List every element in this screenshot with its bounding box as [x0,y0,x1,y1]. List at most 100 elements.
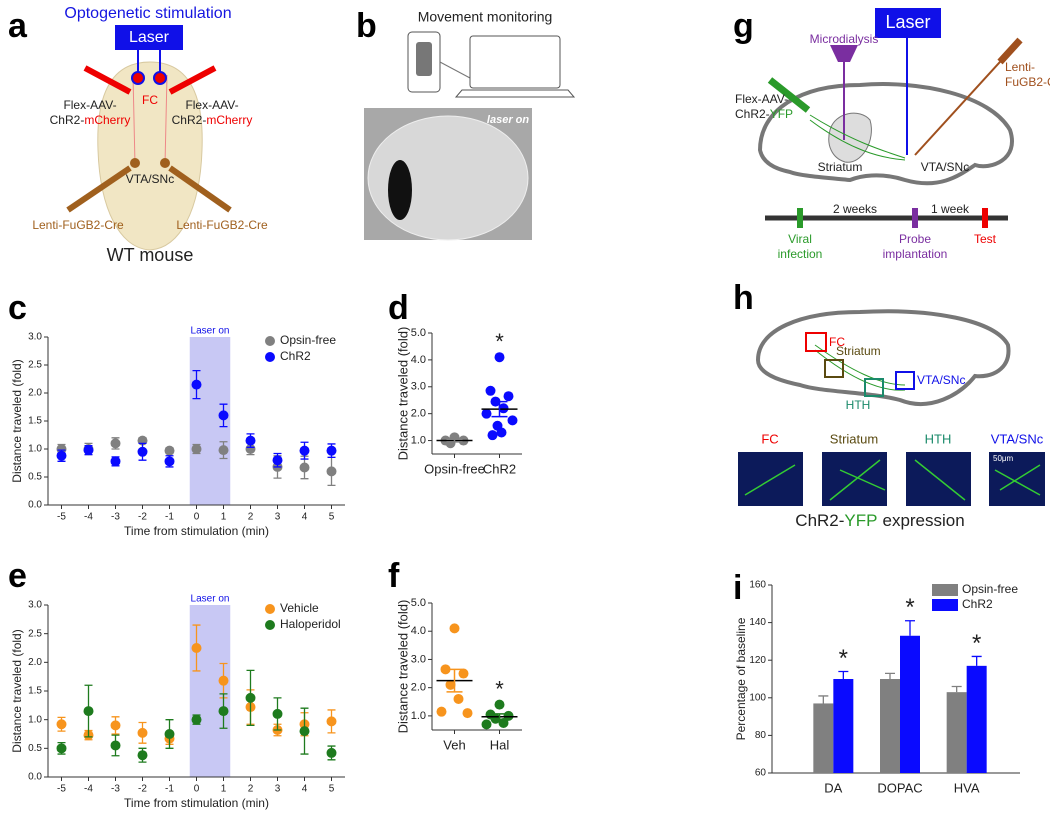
point [487,430,498,441]
region-label: FC [142,93,158,107]
y-tick-label: 160 [749,580,766,591]
x-tick-label: 1 [221,512,227,523]
legend-marker [265,336,275,346]
point [485,385,496,396]
micrographs [738,452,1045,506]
point [245,692,256,703]
point [507,415,518,426]
label: Microdialysis [810,32,879,46]
virus-label: ChR2- [735,107,770,121]
scale-bar: 50μm [993,454,1014,463]
y-tick-label: 1.5 [28,686,42,697]
laser-window [189,337,231,505]
point [326,466,337,477]
bar [813,703,834,773]
panel-label: b [356,7,377,45]
legend-label: Vehicle [280,601,319,615]
y-tick-label: 3.0 [411,653,426,665]
significance: * [495,676,504,701]
x-tick-label: Veh [443,737,465,752]
panel-label: i [733,569,742,607]
y-tick-label: 2.5 [28,360,42,371]
point [110,438,121,449]
interval: 2 weeks [833,202,877,216]
panel-label: c [8,289,27,327]
point [164,456,175,467]
bar [946,692,967,773]
point [496,427,507,438]
laser-box [875,8,941,38]
roi [864,378,884,397]
panel-h: FC Striatum HTH VTA/SNc FC Striatum HTH … [738,309,1045,530]
y-tick-label: 1.0 [411,710,426,722]
x-axis-label: Time from stimulation (min) [124,796,269,810]
point [498,717,509,728]
point [445,679,456,690]
cre-label: Lenti- [1005,60,1035,74]
y-tick-label: 100 [749,692,766,703]
caption: ChR2-YFP expression [795,511,964,530]
point [481,408,492,419]
y-tick-label: 4.0 [411,354,426,366]
y-tick-label: 2.0 [411,682,426,694]
roi [824,359,844,378]
legend-swatch [932,599,958,611]
photo-label: laser on [487,114,529,126]
virus-label: mCherry [84,113,130,127]
point [458,668,469,679]
event: Probe [899,232,931,246]
region-label: Striatum [818,160,863,174]
fibers [744,459,1041,501]
sem-bar [491,400,508,418]
legend-label: Opsin-free [280,333,336,347]
mouse [388,160,412,220]
point [137,727,148,738]
virus-label: ChR2-mCherry [50,113,131,127]
y-tick-label: 4.0 [411,625,426,637]
x-tick-label: -3 [111,512,120,523]
virus-label: Flex-AAV- [735,92,788,106]
y-tick-label: 3.0 [28,332,42,343]
point [453,693,464,704]
error-bar [905,620,915,636]
error-bar [885,672,895,679]
annotation: Laser on [191,326,230,337]
x-tick-label: 2 [248,512,254,523]
virus-label: ChR2-mCherry [172,113,253,127]
legend-marker [265,604,275,614]
bar [966,665,987,773]
legend-marker [265,620,275,630]
y-tick-label: 140 [749,617,766,628]
roi [895,371,915,390]
y-tick-label: 0.0 [28,500,42,511]
title: Optogenetic stimulation [64,5,231,22]
virus-label: mCherry [206,113,252,127]
x-tick-label: -5 [57,784,66,795]
significance: * [905,594,914,621]
vta-site [160,158,170,168]
annotation: Laser on [191,594,230,605]
point [110,720,121,731]
x-tick-label: HVA [954,780,980,795]
y-tick-label: 120 [749,655,766,666]
bar [900,635,920,773]
chart: 60 80 100 120 140 160 Percentage of baseline DA… [734,580,1020,795]
fc-site [131,71,145,85]
image-label: Striatum [830,431,878,446]
y-tick-label: 2.5 [28,628,42,639]
y-axis-label: Distance traveled (fold) [10,359,24,482]
y-tick-label: 1.0 [28,714,42,725]
panel-label: e [8,557,27,595]
fc-site [153,71,167,85]
x-tick-label: Opsin-free [424,461,485,476]
laptop-base [454,89,576,98]
caption: WT mouse [107,245,194,265]
point [137,750,148,761]
y-tick-label: 5.0 [411,597,426,609]
x-tick-label: Hal [490,737,510,752]
event: Viral [788,232,812,246]
error-bar [971,655,982,666]
x-tick-label: -1 [165,784,174,795]
point [498,403,509,414]
